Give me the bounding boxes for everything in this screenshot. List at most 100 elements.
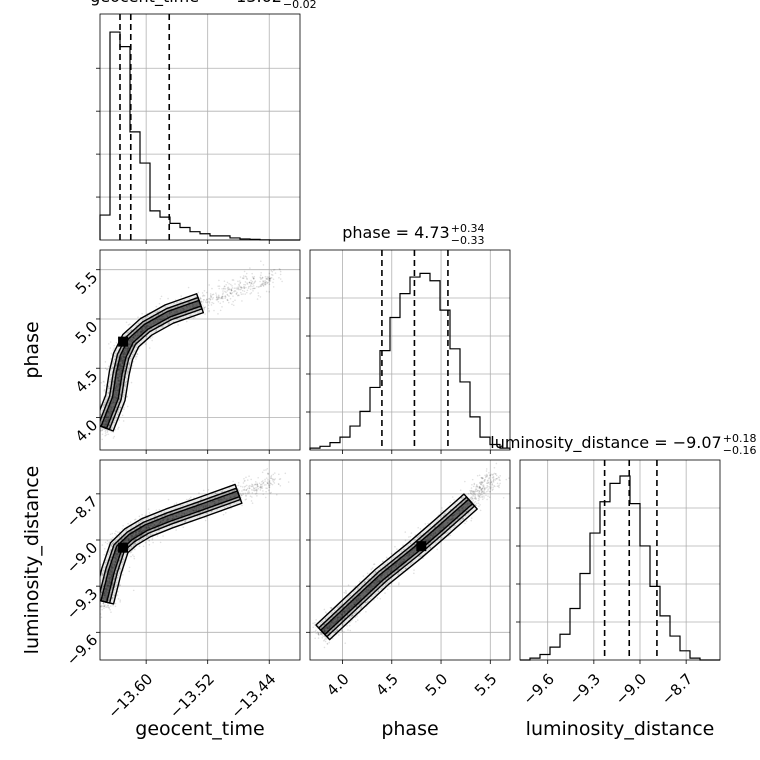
scatter-point (330, 607, 333, 609)
scatter-point (150, 524, 153, 527)
scatter-point (118, 385, 120, 387)
scatter-point (108, 380, 111, 383)
scatter-point (119, 358, 122, 360)
scatter-point (217, 501, 220, 504)
scatter-point (253, 275, 256, 278)
scatter-point (203, 308, 205, 311)
scatter-point (204, 506, 207, 509)
scatter-point (107, 553, 109, 556)
scatter-point (252, 290, 254, 292)
scatter-point (105, 423, 107, 426)
scatter-point (224, 288, 227, 290)
scatter-point (217, 498, 219, 501)
scatter-point (245, 494, 247, 497)
scatter-point (474, 492, 476, 494)
scatter-point (113, 435, 116, 438)
scatter-point (115, 389, 117, 392)
scatter-point (243, 486, 246, 488)
scatter-point (143, 529, 145, 531)
scatter-point (151, 522, 154, 525)
scatter-point (122, 359, 124, 361)
scatter-point (116, 386, 119, 388)
title-name: phase (342, 223, 390, 242)
scatter-point (323, 623, 326, 626)
scatter-point (106, 416, 108, 418)
scatter-point (128, 343, 131, 346)
scatter-point (109, 605, 112, 607)
scatter-point (481, 490, 484, 493)
scatter-point (133, 555, 135, 558)
scatter-point (107, 573, 110, 576)
scatter-point (105, 416, 107, 419)
scatter-point (113, 588, 116, 591)
scatter-point (105, 593, 108, 595)
scatter-point (129, 339, 132, 341)
scatter-point (223, 506, 226, 509)
scatter-point (237, 484, 240, 487)
scatter-point (272, 286, 275, 288)
scatter-point (116, 549, 118, 551)
scatter-point (246, 289, 249, 292)
scatter-point (171, 313, 174, 316)
scatter-point (400, 562, 402, 565)
scatter-point (217, 296, 220, 299)
scatter-point (331, 621, 334, 624)
scatter-point (245, 489, 247, 492)
scatter-point (152, 321, 155, 323)
scatter-point (170, 311, 173, 313)
scatter-point (367, 600, 369, 603)
scatter-point (390, 567, 393, 569)
scatter-point (137, 335, 139, 337)
scatter-point (137, 530, 139, 532)
scatter-point (441, 536, 443, 539)
scatter-point (199, 296, 202, 299)
scatter-point (198, 492, 200, 494)
scatter-point (470, 497, 473, 500)
scatter-point (147, 526, 150, 529)
scatter-point (149, 337, 152, 340)
title-name: luminosity_distance (490, 433, 649, 453)
contour-inner (100, 490, 241, 603)
scatter-point (429, 547, 432, 549)
scatter-point (147, 526, 149, 529)
scatter-point (120, 364, 122, 367)
scatter-point (109, 609, 111, 611)
scatter-point (133, 542, 136, 545)
scatter-point (244, 281, 247, 283)
scatter-point (248, 281, 251, 284)
scatter-point (355, 602, 357, 605)
scatter-point (118, 375, 120, 378)
scatter-point (351, 597, 353, 600)
scatter-point (98, 605, 100, 607)
scatter-point (242, 493, 245, 496)
scatter-point (137, 316, 139, 319)
scatter-point (340, 616, 342, 619)
scatter-point (108, 575, 110, 578)
scatter-point (113, 392, 116, 394)
scatter-point (111, 391, 113, 393)
scatter-point (336, 620, 338, 623)
scatter-point (175, 515, 178, 518)
scatter-point (268, 484, 271, 487)
scatter-point (185, 320, 188, 323)
scatter-point (103, 388, 106, 391)
scatter-point (110, 556, 113, 558)
scatter-point (326, 625, 329, 627)
scatter-point (157, 523, 159, 526)
scatter-point (478, 492, 481, 495)
scatter-point (108, 343, 110, 345)
scatter-point (126, 349, 129, 351)
scatter-point (130, 536, 133, 539)
scatter-point (109, 412, 111, 415)
scatter-point (129, 352, 131, 354)
scatter-point (383, 564, 385, 566)
scatter-point (119, 406, 121, 409)
scatter-point (146, 325, 149, 328)
scatter-point (113, 399, 115, 402)
scatter-point (242, 277, 245, 280)
scatter-point (115, 406, 118, 409)
contour-outer (100, 483, 243, 605)
scatter-point (490, 484, 492, 486)
scatter-point (176, 301, 178, 304)
scatter-point (162, 317, 165, 320)
